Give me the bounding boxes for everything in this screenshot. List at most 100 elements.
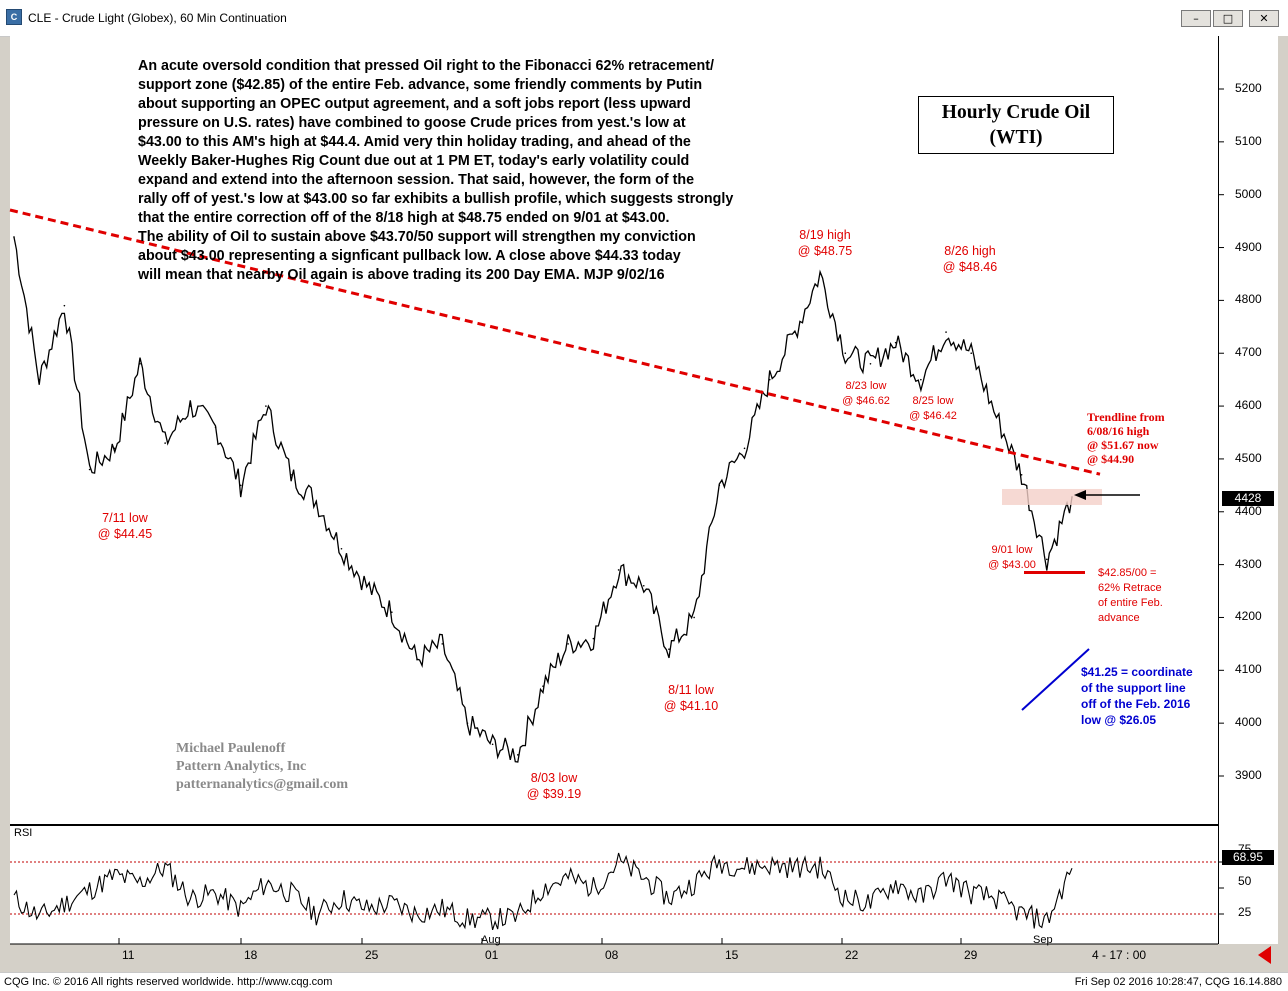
close-button[interactable]: ✕ xyxy=(1249,10,1279,27)
chart-title: Hourly Crude Oil (WTI) xyxy=(941,102,1091,148)
price-tick-label: 4100 xyxy=(1235,662,1262,677)
minimize-button[interactable]: – xyxy=(1181,10,1211,27)
price-data-point xyxy=(38,378,40,381)
price-data-point xyxy=(693,616,695,619)
price-data-point xyxy=(315,500,318,503)
rsi-plot-area[interactable] xyxy=(10,826,1218,944)
price-data-point xyxy=(718,484,721,487)
author-signature: Michael Paulenoff Pattern Analytics, Inc… xyxy=(176,741,349,792)
price-data-point xyxy=(970,352,973,355)
price-data-point xyxy=(491,743,494,746)
trendline-line xyxy=(9,208,1101,476)
annotation-aug03-low: 8/03 low @ $39.19 xyxy=(526,771,582,801)
price-tick-label: 4000 xyxy=(1235,715,1262,730)
annotation-retrace: $42.85/00 = 62% Retrace of entire Feb. a… xyxy=(1098,567,1163,624)
time-tick-label: 25 xyxy=(365,948,379,962)
price-data-point xyxy=(290,473,292,476)
price-tick-label: 4800 xyxy=(1235,292,1262,307)
price-data-point xyxy=(869,363,872,365)
price-data-point xyxy=(517,754,519,756)
annotation-jul11-low: 7/11 low @ $44.45 xyxy=(97,511,153,541)
price-data-point xyxy=(920,378,922,381)
price-data-point xyxy=(340,547,343,550)
annotation-aug25-low: 8/25 low @ $46.42 xyxy=(909,395,957,422)
price-data-point xyxy=(391,611,393,613)
price-plot-area[interactable] xyxy=(10,36,1218,824)
rsi-label: RSI xyxy=(14,827,33,839)
timestamp-text: Fri Sep 02 2016 10:28:47, CQG 16.14.880 xyxy=(1074,976,1282,988)
price-tick-label: 4500 xyxy=(1235,450,1262,465)
price-data-point xyxy=(617,569,620,571)
price-data-point xyxy=(794,331,796,333)
month-label-aug: Aug xyxy=(481,934,501,946)
annotation-trendline: Trendline from 6/08/16 high @ $51.67 now… xyxy=(1087,410,1165,466)
current-price-band xyxy=(1002,488,1102,505)
price-data-point xyxy=(567,643,569,645)
price-tick-label: 4400 xyxy=(1235,503,1262,518)
annotation-support-line: $41.25 = coordinate of the support line … xyxy=(1081,665,1193,727)
annotation-aug23-low: 8/23 low @ $46.62 xyxy=(842,380,890,407)
price-data-point xyxy=(63,304,66,307)
price-tick-label: 4900 xyxy=(1235,239,1262,254)
time-tick-label: 29 xyxy=(964,948,978,962)
price-tick-label: 5100 xyxy=(1235,133,1262,148)
copyright-text: CQG Inc. © 2016 All rights reserved worl… xyxy=(4,976,333,988)
price-data-point xyxy=(441,643,444,645)
price-tick-label: 3900 xyxy=(1235,768,1262,782)
price-data-point xyxy=(416,658,418,661)
price-data-point xyxy=(113,447,116,450)
price-data-point xyxy=(189,405,192,407)
price-data-point xyxy=(466,722,469,724)
price-data-point xyxy=(1046,558,1048,561)
annotation-aug19-high: 8/19 high @ $48.75 xyxy=(797,228,853,258)
price-data-point xyxy=(592,637,595,640)
price-data-point xyxy=(1020,473,1023,476)
month-label-sep: Sep xyxy=(1033,934,1053,946)
price-data-point xyxy=(642,584,645,587)
window-title: CLE - Crude Light (Globex), 60 Min Conti… xyxy=(28,11,287,25)
price-series-line xyxy=(13,237,1073,763)
time-tick-label: 08 xyxy=(605,948,619,962)
time-tick-label: 22 xyxy=(845,948,859,962)
annotation-aug26-high: 8/26 high @ $48.46 xyxy=(942,244,998,274)
rsi-level-25: 25 xyxy=(1238,905,1252,919)
last-price-badge: 4428 xyxy=(1222,491,1274,506)
chart-title-box: Hourly Crude Oil (WTI) xyxy=(918,96,1114,154)
time-axis-current-label: 4 - 17 : 00 xyxy=(1092,948,1147,962)
price-data-point xyxy=(542,685,544,687)
rsi-last-badge: 68.95 xyxy=(1222,850,1274,865)
time-tick-label: 15 xyxy=(725,948,739,962)
price-data-point xyxy=(995,415,998,418)
price-data-point xyxy=(88,468,91,471)
time-tick-label: 11 xyxy=(122,948,135,962)
price-scale[interactable] xyxy=(1218,36,1279,944)
price-data-point xyxy=(743,447,746,450)
current-price-arrowhead xyxy=(1074,489,1086,500)
price-tick-label: 4600 xyxy=(1235,398,1262,413)
panel-divider[interactable] xyxy=(10,824,1218,826)
price-tick-label: 5000 xyxy=(1235,186,1262,201)
window-right-edge xyxy=(1278,36,1288,980)
price-data-point xyxy=(819,273,821,275)
time-tick-label: 18 xyxy=(244,948,258,962)
price-data-point xyxy=(365,584,368,587)
maximize-button[interactable]: □ xyxy=(1213,10,1243,27)
cqg-app-icon: C xyxy=(6,9,22,25)
rsi-level-75: 75 xyxy=(1238,842,1252,856)
price-data-point xyxy=(668,648,670,650)
status-bar: CQG Inc. © 2016 All rights reserved worl… xyxy=(0,972,1288,991)
price-tick-label: 4200 xyxy=(1235,609,1262,624)
annotation-aug11-low: 8/11 low @ $41.10 xyxy=(663,683,719,713)
price-data-point xyxy=(13,236,15,238)
price-data-point xyxy=(844,352,847,355)
price-data-point xyxy=(214,426,217,429)
price-tick-label: 5200 xyxy=(1235,81,1262,95)
commentary-text: An acute oversold condition that pressed… xyxy=(138,58,734,283)
scroll-left-arrow-icon[interactable] xyxy=(1258,946,1271,964)
price-data-point xyxy=(945,331,947,333)
rsi-series-line xyxy=(13,852,1073,931)
price-tick-label: 4700 xyxy=(1235,345,1262,360)
price-tick-label: 4300 xyxy=(1235,556,1262,571)
price-data-point xyxy=(164,442,166,444)
